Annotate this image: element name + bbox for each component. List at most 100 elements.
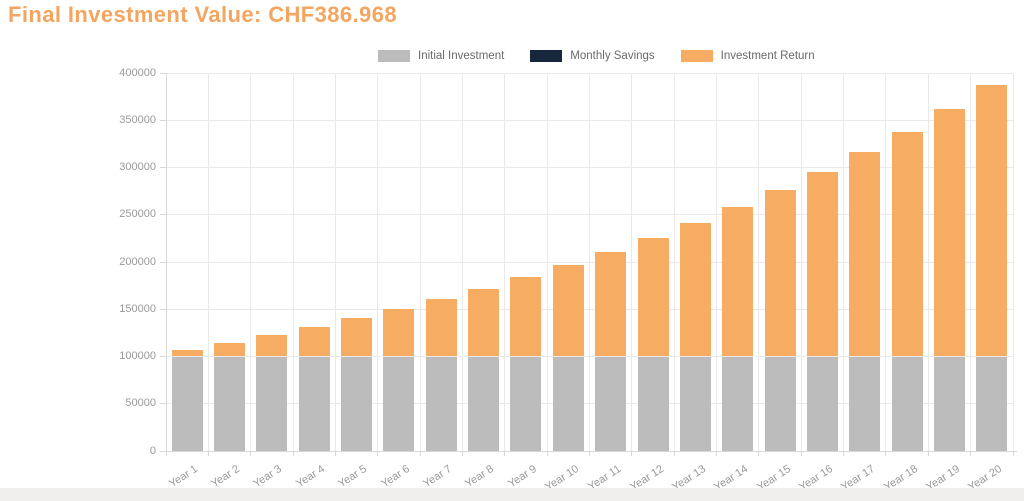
x-axis-label-anchor: Year 11: [580, 459, 623, 493]
y-axis-tick-label: 250000: [119, 208, 156, 221]
x-gridline: [504, 73, 506, 451]
bar-year-13-investment-return: [679, 223, 711, 357]
bar-year-9-initial-investment: [510, 356, 542, 451]
section-divider: [0, 488, 1024, 501]
bar-year-14-initial-investment: [722, 356, 754, 451]
x-axis-label-anchor: Year 8: [458, 459, 496, 490]
bar-year-18-investment-return: [891, 131, 923, 357]
bar-year-15-initial-investment: [764, 356, 796, 451]
bar-year-6-investment-return: [383, 309, 415, 357]
x-axis-label-anchor: Year 16: [791, 459, 835, 494]
bar-year-12-investment-return: [637, 238, 669, 357]
x-gridline: [843, 73, 845, 451]
x-axis-label-anchor: Year 5: [331, 459, 369, 490]
x-axis-tick-label: Year 5: [336, 463, 370, 491]
y-axis-tick-label: 150000: [119, 302, 156, 315]
y-axis-tick: [160, 167, 166, 168]
y-axis-tick-label: 100000: [119, 350, 156, 362]
x-axis-tick-label: Year 2: [209, 463, 243, 491]
x-axis-tick-label: Year 6: [378, 463, 412, 491]
x-axis-tick: [843, 451, 845, 456]
x-gridline: [419, 73, 421, 451]
x-axis-tick: [927, 451, 929, 456]
y-axis-tick-label: 300000: [119, 161, 156, 173]
legend-label: Investment Return: [720, 50, 815, 62]
x-axis-tick-label: Year 9: [505, 463, 539, 491]
y-axis-line: [165, 73, 167, 451]
x-axis-label-anchor: Year 4: [289, 459, 327, 490]
x-axis-tick: [250, 451, 252, 456]
x-axis-tick: [800, 451, 802, 456]
x-axis-tick-label: Year 7: [420, 463, 454, 491]
bar-year-3-initial-investment: [256, 356, 288, 451]
y-axis-tick: [160, 72, 166, 74]
x-axis-tick: [589, 451, 590, 456]
x-axis-tick-label: Year 3: [251, 463, 285, 491]
x-gridline: [673, 73, 675, 451]
x-gridline: [1012, 73, 1014, 451]
x-axis-tick-label: Year 4: [293, 463, 327, 491]
bar-year-12-initial-investment: [637, 356, 669, 451]
x-gridline: [631, 73, 633, 451]
legend-label: Initial Investment: [418, 50, 505, 62]
legend-item-investment-return[interactable]: Investment Return: [680, 50, 815, 62]
x-axis-tick: [885, 451, 887, 456]
bar-year-2-initial-investment: [214, 356, 246, 451]
legend-item-initial-investment[interactable]: Initial Investment: [378, 50, 504, 62]
bar-year-18-initial-investment: [891, 356, 923, 451]
bar-year-20-initial-investment: [976, 356, 1008, 451]
bar-year-14-investment-return: [722, 207, 754, 357]
x-axis-tick: [419, 451, 421, 456]
x-gridline: [758, 73, 760, 451]
x-axis-label-anchor: Year 10: [537, 459, 581, 494]
investment-return-swatch-icon: [680, 50, 713, 62]
y-axis-tick: [160, 214, 166, 216]
bar-year-15-investment-return: [764, 190, 796, 357]
x-axis-label-anchor: Year 15: [749, 459, 793, 494]
x-axis-tick-label: Year 1: [166, 463, 200, 491]
y-axis-tick-label: 400000: [119, 66, 156, 79]
x-gridline: [800, 73, 802, 451]
bar-year-19-investment-return: [933, 109, 965, 357]
x-gridline: [589, 73, 590, 451]
x-axis-label-anchor: Year 13: [664, 459, 708, 494]
x-axis-label-anchor: Year 18: [876, 459, 920, 494]
x-gridline: [334, 73, 336, 451]
bar-year-9-investment-return: [510, 277, 542, 357]
y-axis-tick: [160, 403, 166, 405]
bar-year-3-investment-return: [256, 335, 288, 357]
x-gridline: [377, 73, 379, 451]
x-gridline: [927, 73, 929, 451]
bar-year-1-initial-investment: [171, 356, 203, 451]
x-axis-tick: [207, 451, 209, 456]
x-axis-tick: [970, 451, 972, 456]
y-axis-tick: [160, 119, 166, 121]
bar-year-5-investment-return: [341, 318, 373, 357]
y-axis-tick-label: 0: [149, 444, 156, 457]
x-gridline: [546, 73, 548, 451]
x-axis-label-anchor: Year 2: [204, 459, 242, 490]
bar-year-17-investment-return: [849, 152, 881, 357]
bar-year-17-initial-investment: [849, 356, 881, 451]
x-axis-label-anchor: Year 6: [374, 459, 412, 490]
x-axis-tick: [504, 451, 506, 456]
y-axis-tick: [160, 261, 166, 263]
legend-item-monthly-savings[interactable]: Monthly Savings: [530, 50, 655, 62]
bar-year-7-investment-return: [425, 299, 457, 357]
bar-year-7-initial-investment: [425, 356, 457, 451]
x-axis-label-anchor: Year 20: [960, 459, 1004, 494]
page-title: Final Investment Value: CHF386.968: [8, 2, 397, 27]
y-axis-tick: [160, 356, 166, 357]
bar-year-10-initial-investment: [552, 356, 584, 451]
bar-year-2-investment-return: [214, 342, 246, 357]
bar-year-11-investment-return: [595, 252, 627, 357]
x-axis-tick: [546, 451, 548, 456]
x-axis-label-anchor: Year 14: [706, 459, 750, 494]
bar-year-4-investment-return: [298, 327, 330, 357]
legend-label: Monthly Savings: [570, 50, 655, 62]
bar-year-16-initial-investment: [806, 356, 838, 451]
x-axis-tick: [1012, 451, 1014, 456]
monthly-savings-swatch-icon: [530, 50, 563, 62]
